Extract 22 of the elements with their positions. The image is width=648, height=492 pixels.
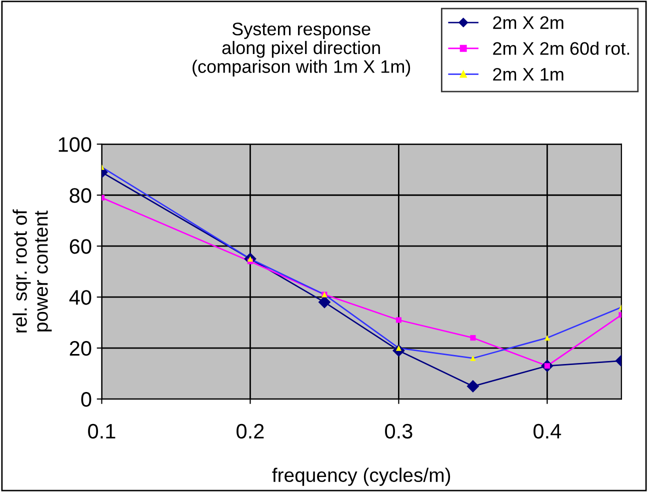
point: [470, 335, 476, 341]
y-tick-label: 80: [70, 188, 92, 203]
x-tick-label: 0.3: [385, 424, 412, 439]
point: [470, 355, 476, 362]
x-tick-label: 0.1: [88, 424, 116, 439]
y-tick-label: 100: [58, 137, 92, 152]
x-tick-label: 0.2: [236, 424, 264, 439]
legend-label: 2m X 1m: [493, 68, 564, 81]
point: [318, 296, 331, 308]
point: [544, 335, 550, 341]
legend-label: 2m X 2m: [493, 16, 564, 29]
y-tick-label: 40: [69, 290, 92, 305]
y-axis-title: rel. sqr. root of power content: [12, 209, 52, 332]
y-tick-label: 20: [70, 341, 92, 356]
point: [396, 317, 402, 323]
point: [466, 380, 480, 392]
y-tick-label: 0: [81, 392, 92, 407]
y-tick-label: 60: [70, 239, 92, 254]
x-axis-title: frequency (cycles/m): [272, 468, 450, 486]
chart-title: System response along pixel direction (comparison with 1m X 1m): [192, 22, 410, 77]
legend-label: 2m X 2m 60d rot.: [493, 42, 630, 55]
x-tick-label: 0.4: [534, 424, 562, 439]
